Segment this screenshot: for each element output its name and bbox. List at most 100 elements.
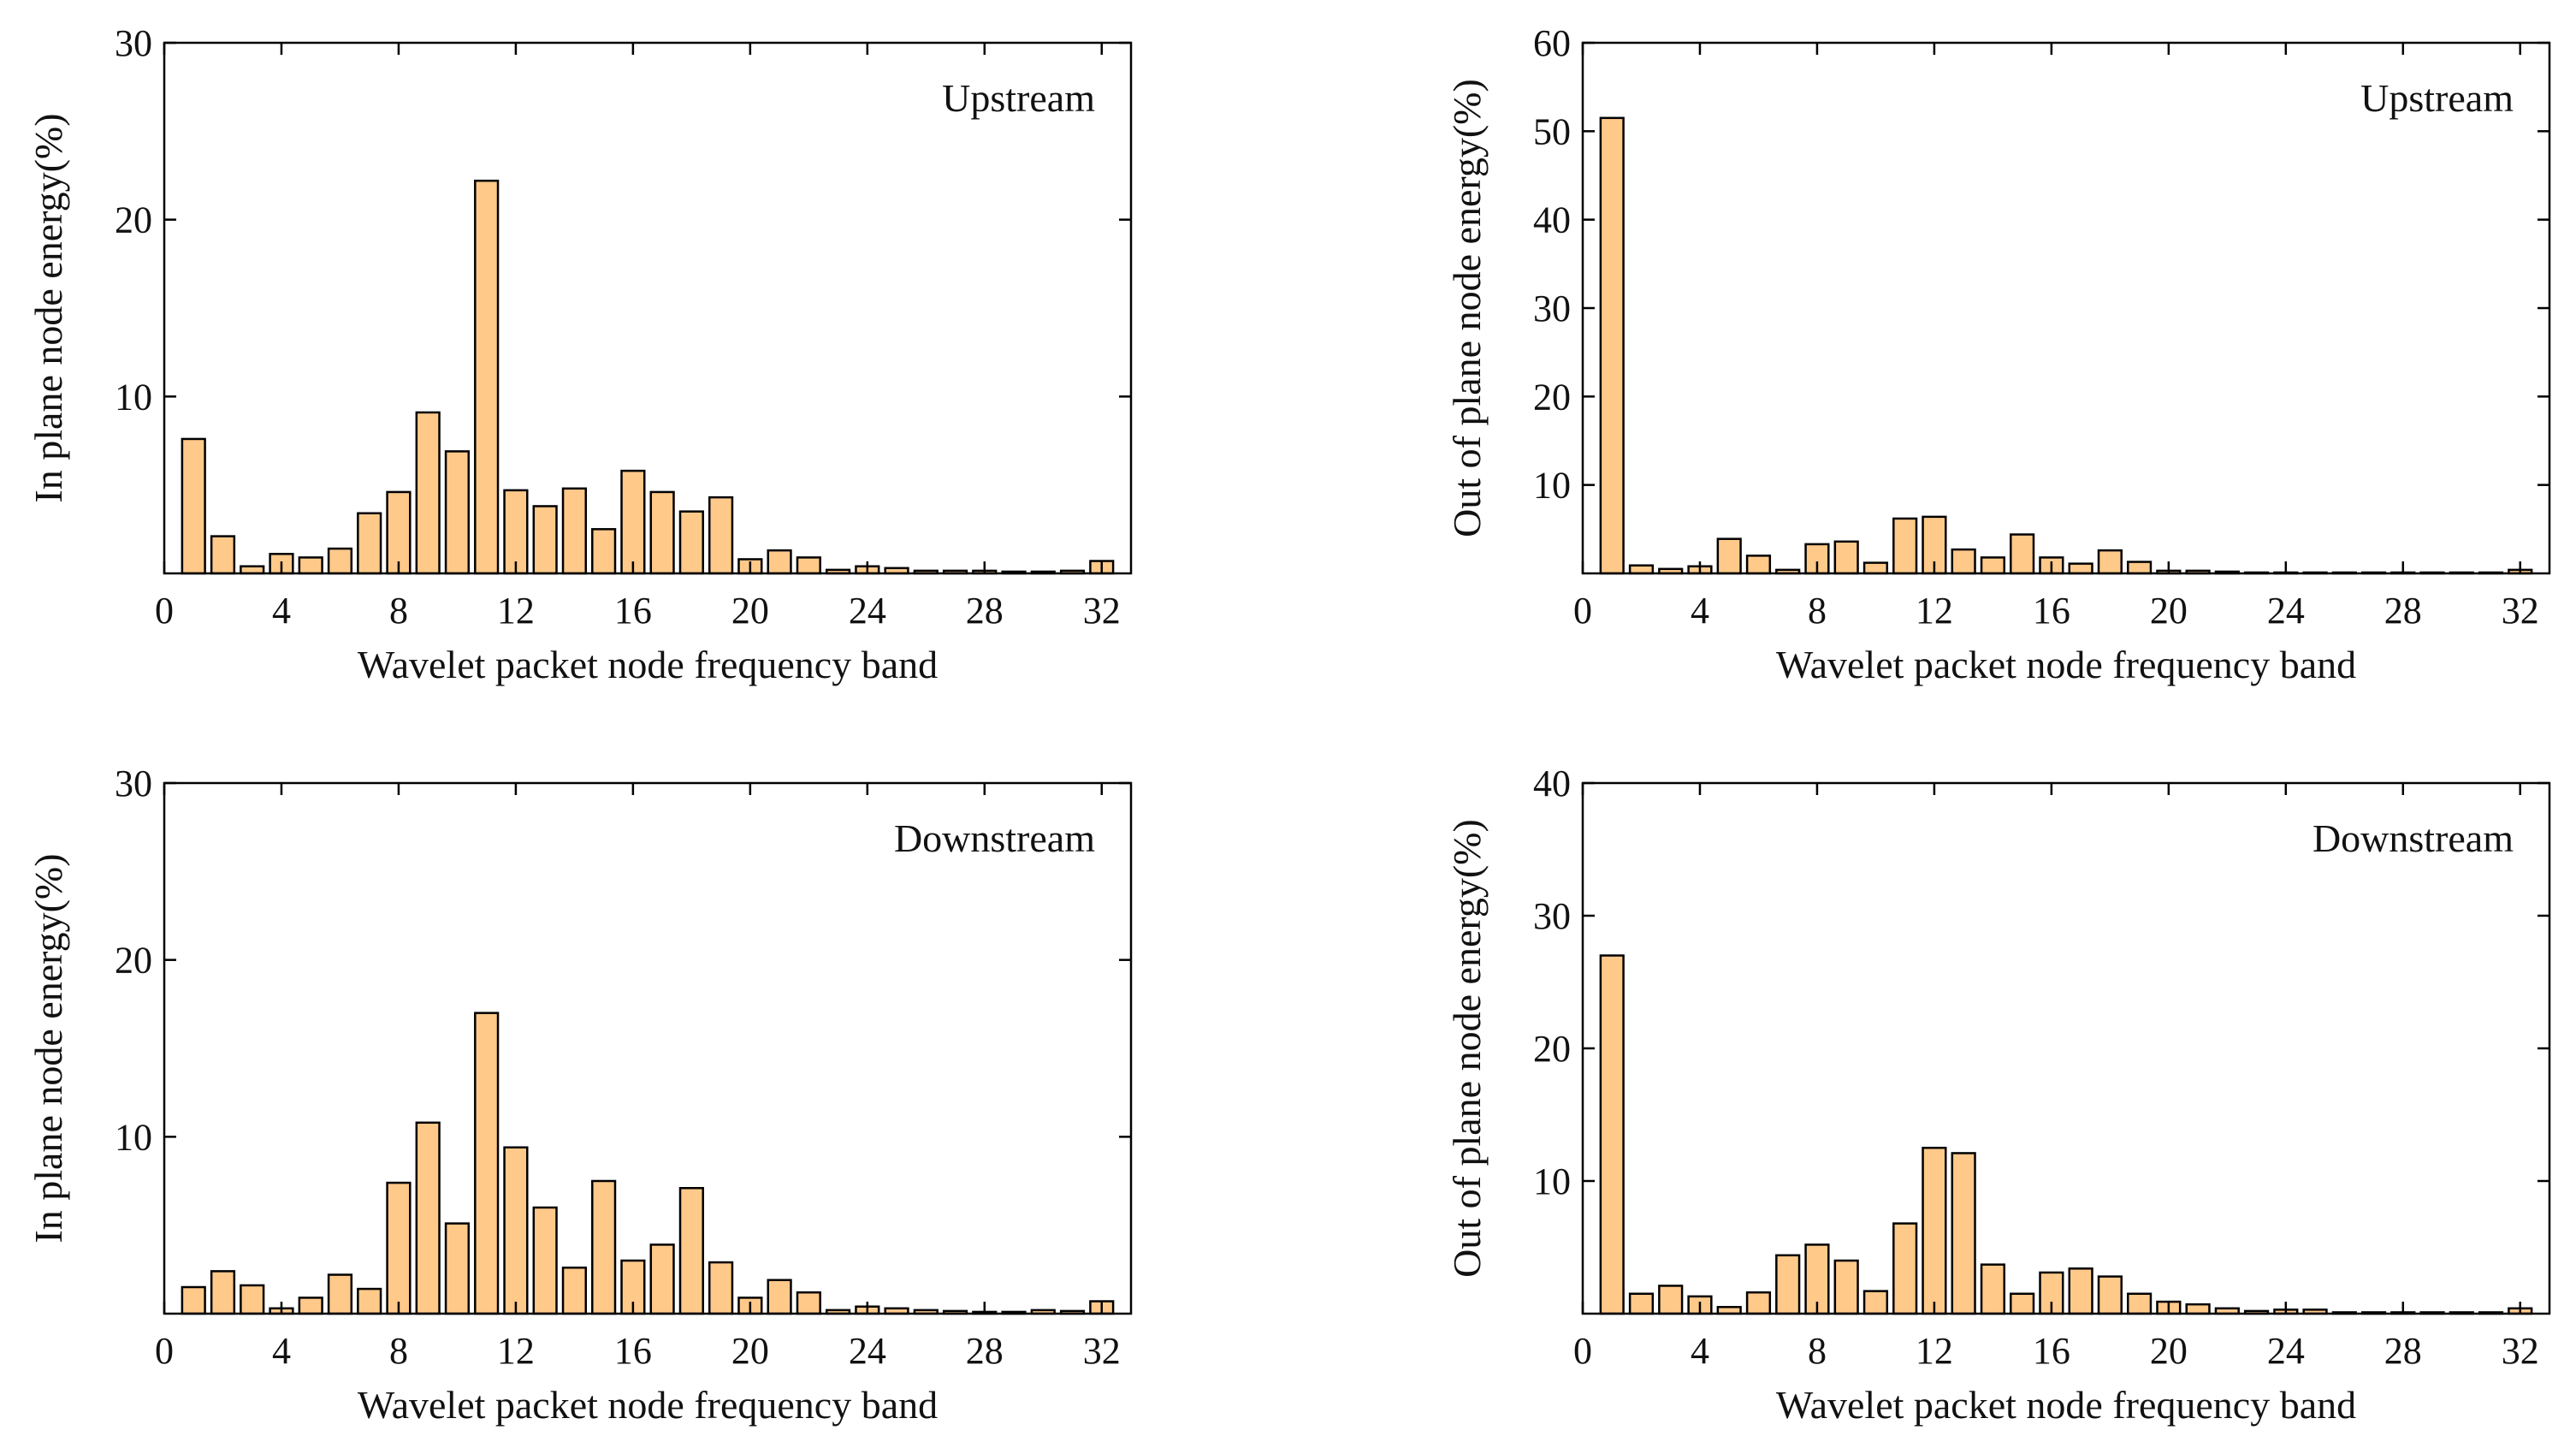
x-tick-label: 8 [1808, 1330, 1827, 1372]
x-tick-label: 0 [1573, 590, 1592, 632]
bar-band-3 [240, 1284, 265, 1315]
panel-in-plane-downstream: 0 4 8 12 16 20 24 28 32 10 20 30 Wavelet packet node… [27, 763, 1133, 1427]
x-tick-label: 8 [1808, 590, 1827, 632]
y-tick-label: 60 [1533, 22, 1571, 64]
bar-band-18 [2097, 549, 2123, 575]
bar-band-12 [1922, 1147, 1947, 1315]
y-tick-label: 30 [1533, 895, 1571, 937]
bar-band-14 [1980, 1263, 2006, 1315]
y-tick-label: 40 [1533, 199, 1571, 241]
x-tick-label: 16 [2033, 590, 2070, 632]
bar-band-17 [2068, 1267, 2093, 1315]
bar-band-11 [474, 1012, 500, 1315]
x-tick-label: 8 [389, 590, 408, 632]
bar-band-2 [1628, 1292, 1655, 1315]
y-axis-label: Out of plane node energy(%) [1445, 819, 1489, 1278]
bar-band-19 [2127, 1292, 2153, 1315]
x-tick-label: 12 [497, 1330, 535, 1372]
x-axis-label: Wavelet packet node frequency band [358, 643, 938, 686]
bar-band-13 [532, 1206, 558, 1315]
x-tick-label: 28 [966, 590, 1004, 632]
bar-band-15 [2010, 1292, 2035, 1315]
bar-band-10 [444, 450, 471, 575]
y-axis-label: Out of plane node energy(%) [1445, 79, 1489, 537]
bar-band-6 [327, 1273, 353, 1315]
bar-band-5 [298, 556, 323, 575]
bar-band-19 [708, 496, 734, 575]
x-axis-label: Wavelet packet node frequency band [358, 1383, 938, 1427]
axes-frame [163, 781, 1133, 1315]
bar-band-12 [503, 489, 529, 575]
bar-band-13 [1951, 548, 1976, 575]
x-tick-label: 4 [272, 590, 291, 632]
x-tick-label: 12 [1916, 590, 1953, 632]
x-tick-label: 24 [2267, 590, 2305, 632]
panel-out-of-plane-downstream: 0 4 8 12 16 20 24 28 32 10 20 30 40 Wavelet packet no… [1445, 763, 2551, 1427]
x-tick-label: 32 [2502, 590, 2539, 632]
panel-annotation: Downstream [894, 816, 1095, 860]
y-tick-label: 50 [1533, 110, 1571, 152]
panel-annotation: Upstream [2360, 76, 2514, 120]
bar-band-1 [181, 437, 206, 575]
bar-band-3 [1658, 1285, 1684, 1315]
axes-frame [1581, 41, 2551, 575]
bar-band-1 [181, 1285, 206, 1315]
x-tick-label: 4 [1691, 1330, 1709, 1372]
bar-band-16 [620, 469, 646, 575]
y-tick-label: 20 [1533, 1028, 1571, 1070]
y-tick-label: 30 [115, 22, 152, 64]
x-tick-label: 0 [155, 590, 174, 632]
x-axis-label: Wavelet packet node frequency band [1776, 1383, 2356, 1427]
bar-band-15 [591, 528, 617, 575]
bar-band-1 [1599, 116, 1625, 575]
panel-out-of-plane-upstream: 0 4 8 12 16 20 24 28 32 10 20 30 40 50 60 Wavelet packe… [1445, 22, 2551, 686]
x-tick-label: 32 [2502, 1330, 2539, 1372]
x-tick-label: 28 [2384, 1330, 2422, 1372]
axes-frame [163, 41, 1133, 575]
x-tick-label: 28 [2384, 590, 2422, 632]
bar-band-9 [415, 1121, 441, 1315]
bar-band-6 [327, 547, 353, 575]
bar-band-19 [2127, 561, 2153, 575]
panel-annotation: Downstream [2312, 816, 2514, 860]
y-tick-label: 10 [115, 1116, 152, 1158]
bar-band-11 [1892, 517, 1918, 575]
bar-band-8 [386, 1181, 412, 1315]
bar-band-7 [1775, 1254, 1801, 1315]
bar-band-15 [591, 1179, 617, 1315]
bar-band-6 [1745, 555, 1772, 575]
bar-band-21 [2185, 1303, 2211, 1315]
panel-annotation: Upstream [942, 76, 1095, 120]
bar-band-22 [796, 556, 821, 575]
x-tick-label: 12 [1916, 1330, 1953, 1372]
bar-band-10 [1862, 1290, 1889, 1315]
bar-band-13 [532, 505, 558, 575]
y-tick-label: 10 [1533, 465, 1571, 507]
x-tick-label: 4 [1691, 590, 1709, 632]
bar-band-2 [1628, 564, 1655, 575]
bar-band-9 [415, 411, 441, 575]
bar-band-18 [678, 510, 704, 575]
x-tick-label: 24 [849, 1330, 886, 1372]
x-tick-label: 20 [731, 1330, 769, 1372]
y-tick-label: 10 [1533, 1160, 1571, 1202]
bar-band-9 [1833, 1259, 1859, 1315]
y-tick-label: 20 [1533, 376, 1571, 418]
y-tick-label: 20 [115, 940, 152, 982]
x-tick-label: 28 [966, 1330, 1004, 1372]
bar-band-10 [1862, 561, 1889, 575]
x-tick-label: 20 [2150, 1330, 2188, 1372]
bar-band-1 [1599, 954, 1625, 1315]
bar-band-11 [1892, 1222, 1918, 1315]
y-tick-label: 20 [115, 199, 152, 241]
bar-band-10 [444, 1222, 471, 1315]
x-tick-label: 32 [1083, 1330, 1121, 1372]
bar-band-12 [503, 1146, 529, 1315]
bar-band-9 [1833, 540, 1859, 575]
y-tick-label: 30 [1533, 288, 1571, 329]
x-tick-label: 16 [614, 590, 652, 632]
bar-band-14 [561, 1267, 587, 1315]
bar-band-18 [2097, 1275, 2123, 1315]
